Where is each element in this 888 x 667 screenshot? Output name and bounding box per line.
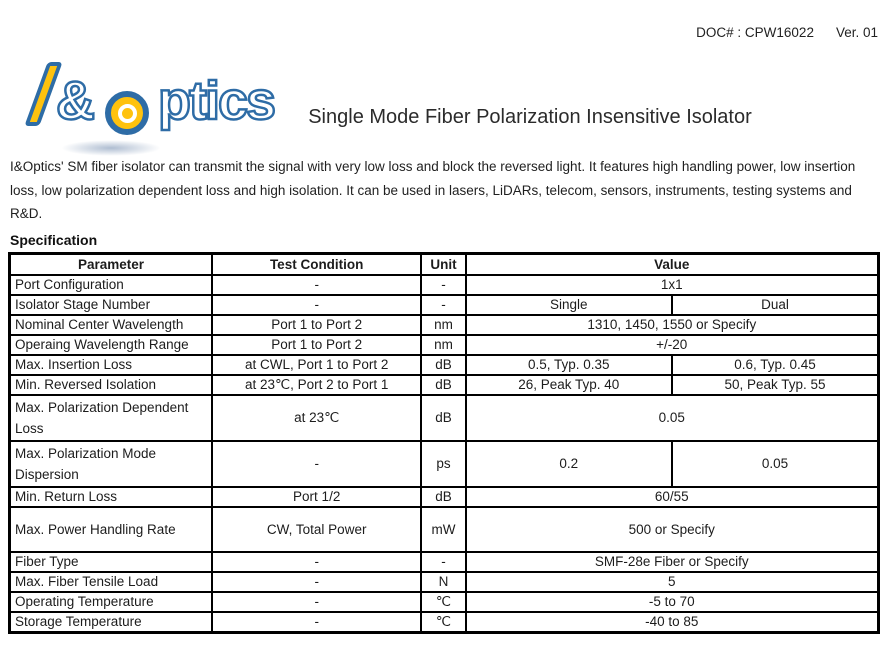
test-condition-cell: - bbox=[210, 610, 423, 633]
test-condition-cell: - bbox=[210, 439, 423, 488]
test-condition-cell: at 23℃ bbox=[210, 393, 423, 442]
value-cell: -40 to 85 bbox=[464, 610, 880, 633]
doc-version: Ver. 01 bbox=[835, 25, 878, 40]
col-header-unit: Unit bbox=[420, 252, 467, 276]
unit-cell: ℃ bbox=[420, 610, 467, 633]
parameter-cell: Max. Polarization Dependent Loss bbox=[8, 393, 213, 442]
unit-cell: nm bbox=[420, 313, 467, 336]
unit-cell: - bbox=[420, 273, 467, 296]
table-row: Storage Temperature - ℃ -40 to 85 bbox=[8, 610, 880, 633]
value-cell: SMF-28e Fiber or Specify bbox=[464, 550, 880, 573]
value-cell: 500 or Specify bbox=[464, 505, 880, 553]
page-title: Single Mode Fiber Polarization Insensiti… bbox=[308, 106, 752, 128]
parameter-cell: Port Configuration bbox=[8, 273, 213, 296]
parameter-cell: Storage Temperature bbox=[8, 610, 213, 633]
unit-cell: mW bbox=[420, 505, 467, 553]
company-logo: & ptics bbox=[6, 58, 277, 158]
test-condition-cell: - bbox=[210, 550, 423, 573]
unit-cell: ps bbox=[420, 439, 467, 488]
unit-cell: dB bbox=[420, 373, 467, 396]
unit-cell: nm bbox=[420, 333, 467, 356]
table-row: Operating Temperature - ℃ -5 to 70 bbox=[8, 590, 880, 613]
table-row: Max. Fiber Tensile Load - N 5 bbox=[8, 570, 880, 593]
logo-reflection bbox=[61, 140, 161, 156]
parameter-cell: Operating Temperature bbox=[8, 590, 213, 613]
value-cell-single: 0.2 bbox=[464, 439, 673, 488]
unit-cell: dB bbox=[420, 353, 467, 376]
unit-cell: N bbox=[420, 570, 467, 593]
col-header-value: Value bbox=[464, 252, 880, 276]
value-cell-dual: Dual bbox=[670, 293, 880, 316]
table-row: Max. Insertion Loss at CWL, Port 1 to Por… bbox=[8, 353, 880, 376]
parameter-cell: Max. Insertion Loss bbox=[8, 353, 213, 376]
parameter-cell: Max. Polarization Mode Dispersion bbox=[8, 439, 213, 488]
unit-cell: - bbox=[420, 550, 467, 573]
table-row: Isolator Stage Number - - Single Dual bbox=[8, 293, 880, 316]
table-row: Max. Polarization Dependent Loss at 23℃ dB… bbox=[8, 393, 880, 442]
table-row: Fiber Type - - SMF-28e Fiber or Specify bbox=[8, 550, 880, 573]
logo-o-icon bbox=[105, 91, 149, 135]
test-condition-cell: at 23℃, Port 2 to Port 1 bbox=[210, 373, 423, 396]
test-condition-cell: at CWL, Port 1 to Port 2 bbox=[210, 353, 423, 376]
test-condition-cell: - bbox=[210, 273, 423, 296]
table-row: Min. Return Loss Port 1/2 dB 60/55 bbox=[8, 485, 880, 508]
parameter-cell: Operaing Wavelength Range bbox=[8, 333, 213, 356]
test-condition-cell: - bbox=[210, 570, 423, 593]
unit-cell: dB bbox=[420, 485, 467, 508]
test-condition-cell: Port 1 to Port 2 bbox=[210, 333, 423, 356]
unit-cell: dB bbox=[420, 393, 467, 442]
logo-text: ptics bbox=[157, 71, 278, 131]
product-description: I&Optics' SM fiber isolator can transmit… bbox=[10, 159, 856, 221]
test-condition-cell: CW, Total Power bbox=[210, 505, 423, 553]
table-row: Max. Polarization Mode Dispersion - ps 0.2 0… bbox=[8, 439, 880, 488]
unit-cell: - bbox=[420, 293, 467, 316]
doc-number: DOC# : CPW16022 bbox=[696, 25, 814, 40]
unit-cell: ℃ bbox=[420, 590, 467, 613]
spec-table-body: Port Configuration - -1x1 Isolator Stage Nu… bbox=[8, 273, 880, 633]
col-header-test-condition: Test Condition bbox=[210, 252, 423, 276]
header-row: Parameter Test Condition Unit Value bbox=[8, 252, 880, 276]
value-cell-single: Single bbox=[464, 293, 673, 316]
table-row: Port Configuration - -1x1 bbox=[8, 273, 880, 296]
test-condition-cell: - bbox=[210, 590, 423, 613]
test-condition-cell: Port 1 to Port 2 bbox=[210, 313, 423, 336]
col-header-parameter: Parameter bbox=[8, 252, 213, 276]
table-row: Min. Reversed Isolation at 23℃, Port 2 to… bbox=[8, 373, 880, 396]
value-cell-dual: 0.05 bbox=[670, 439, 880, 488]
table-row: Operaing Wavelength Range Port 1 to Port … bbox=[8, 333, 880, 356]
spec-table-header: Parameter Test Condition Unit Value bbox=[8, 252, 880, 276]
table-row: Max. Power Handling Rate CW, Total Power m… bbox=[8, 505, 880, 553]
value-cell: 1310, 1450, 1550 or Specify bbox=[464, 313, 880, 336]
parameter-cell: Nominal Center Wavelength bbox=[8, 313, 213, 336]
test-condition-cell: - bbox=[210, 293, 423, 316]
value-cell: 60/55 bbox=[464, 485, 880, 508]
logo-ampersand: & bbox=[55, 71, 97, 131]
value-cell-single: 0.5, Typ. 0.35 bbox=[464, 353, 673, 376]
value-cell: +/-20 bbox=[464, 333, 880, 356]
parameter-cell: Isolator Stage Number bbox=[8, 293, 213, 316]
table-row: Nominal Center Wavelength Port 1 to Port … bbox=[8, 313, 880, 336]
value-cell-dual: 50, Peak Typ. 55 bbox=[670, 373, 880, 396]
doc-reference: DOC# : CPW16022 Ver. 01 bbox=[681, 10, 878, 55]
parameter-cell: Min. Reversed Isolation bbox=[8, 373, 213, 396]
parameter-cell: Min. Return Loss bbox=[8, 485, 213, 508]
value-cell-single: 26, Peak Typ. 40 bbox=[464, 373, 673, 396]
parameter-cell: Max. Power Handling Rate bbox=[8, 505, 213, 553]
test-condition-cell: Port 1/2 bbox=[210, 485, 423, 508]
value-cell-dual: 0.6, Typ. 0.45 bbox=[670, 353, 880, 376]
value-cell: -5 to 70 bbox=[464, 590, 880, 613]
specification-heading: Specification bbox=[10, 232, 98, 248]
value-cell: 5 bbox=[464, 570, 880, 593]
value-cell: 1x1 bbox=[464, 273, 880, 296]
value-cell: 0.05 bbox=[464, 393, 880, 442]
parameter-cell: Max. Fiber Tensile Load bbox=[8, 570, 213, 593]
parameter-cell: Fiber Type bbox=[8, 550, 213, 573]
spec-table: Parameter Test Condition Unit Value Port… bbox=[8, 252, 880, 634]
